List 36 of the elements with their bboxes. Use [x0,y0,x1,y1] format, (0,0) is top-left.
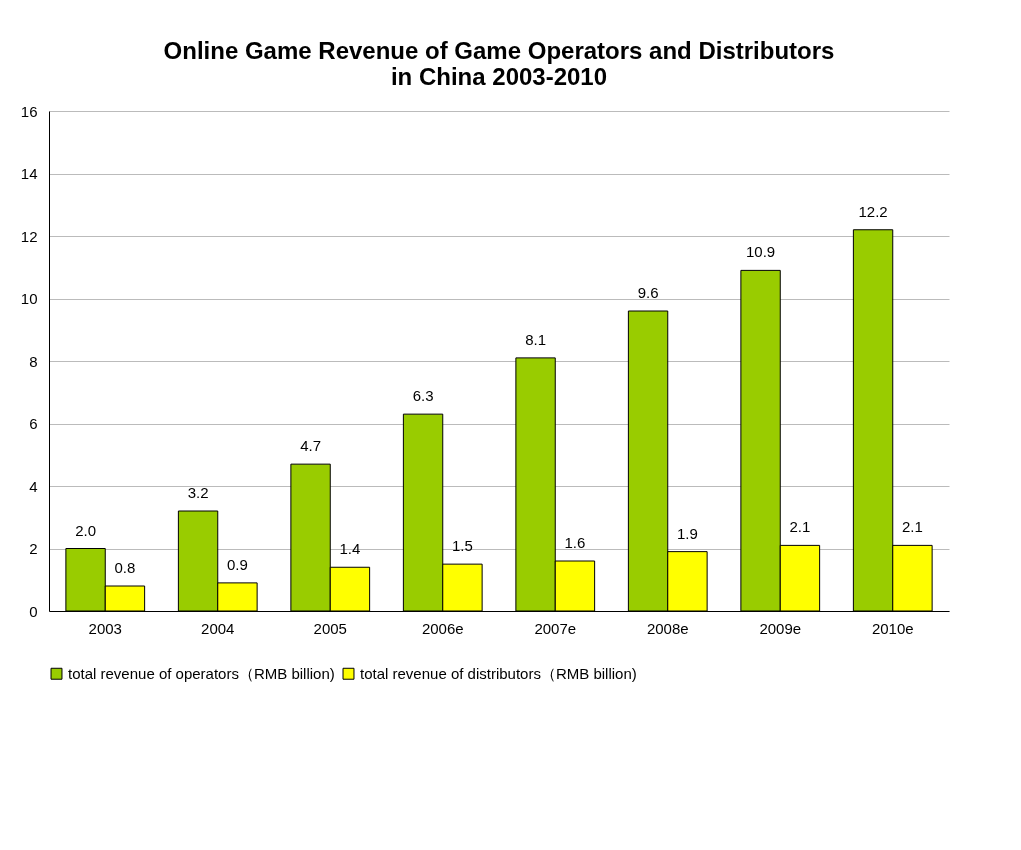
data-label: 2.0 [75,521,96,539]
x-tick-label: 2008e [646,619,689,637]
data-label: 12.2 [858,202,888,220]
chart-title: Online Game Revenue of Game Operators and Distributors in China 2003-2010 [163,37,835,90]
data-label: 2.1 [789,518,811,536]
data-label: 1.4 [339,540,361,558]
x-tick-label: 2010e [871,619,914,637]
data-label: 6.3 [412,387,434,405]
legend-label: total revenue of operators（RMB billion) [68,664,335,682]
data-label: 2.1 [902,518,923,536]
legend-label: total revenue of distributors（RMB billion) [360,664,637,682]
x-tick-label: 2007e [534,619,577,637]
y-tick-label: 10 [20,290,38,307]
data-label: 0.8 [114,559,136,576]
data-label: 0.9 [227,555,248,573]
y-tick-label: 8 [29,352,38,370]
data-label: 10.9 [745,243,776,261]
data-label: 1.5 [452,537,473,555]
y-tick-label: 6 [29,415,38,432]
data-label: 1.6 [564,534,586,551]
data-label: 8.1 [525,330,546,348]
y-tick-label: 0 [29,602,38,620]
data-label: 1.9 [677,524,698,542]
data-label: 9.6 [637,284,659,301]
x-tick-label: 2003 [88,619,122,637]
y-tick-label: 12 [20,227,38,245]
y-tick-label: 2 [29,540,38,557]
x-tick-label: 2005 [313,619,347,637]
y-tick-label: 14 [20,165,38,182]
data-label: 3.2 [187,484,209,501]
y-tick-label: 16 [20,102,38,120]
x-tick-label: 2006e [421,619,464,637]
y-tick-label: 4 [29,477,38,495]
x-tick-label: 2004 [201,619,235,637]
x-tick-label: 2009e [759,619,802,637]
data-label: 4.7 [300,437,321,455]
